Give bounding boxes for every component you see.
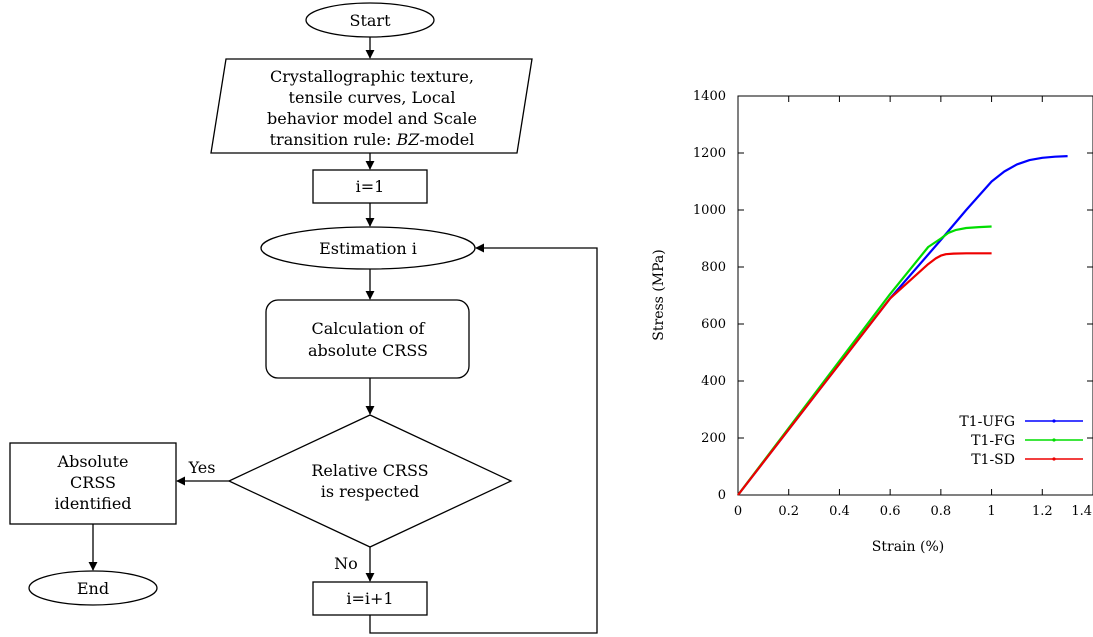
y-tick-label: 1200 (693, 146, 726, 161)
y-tick-label: 1400 (693, 89, 726, 104)
y-tick-label: 800 (701, 260, 726, 275)
input-line-4: transition rule: BZ-model (270, 130, 475, 149)
legend: T1-UFG T1-FG T1-SD (959, 414, 1083, 468)
no-label: No (334, 554, 358, 573)
identified-line-3: identified (54, 494, 131, 513)
calc-line-2: absolute CRSS (308, 341, 428, 360)
decision-node (229, 415, 511, 547)
decision-line-1: Relative CRSS (311, 461, 428, 480)
y-tick-label: 1000 (693, 203, 726, 218)
start-label: Start (349, 11, 391, 30)
identified-line-2: CRSS (70, 473, 116, 492)
x-tick-label: 1.4 (1071, 504, 1092, 519)
legend-marker (1052, 438, 1055, 441)
series-t1-sd-line (738, 253, 992, 495)
x-tick-label: 0.2 (778, 504, 799, 519)
y-tick-label: 600 (701, 317, 726, 332)
legend-marker (1052, 457, 1055, 460)
series-t1-ufg-line (738, 156, 1068, 495)
series-layer (738, 156, 1068, 495)
identified-line-1: Absolute (57, 452, 129, 471)
x-tick-label: 1.2 (1032, 504, 1053, 519)
y-tick-label: 0 (718, 488, 726, 503)
legend-label: T1-FG (971, 433, 1015, 449)
legend-label: T1-UFG (959, 414, 1015, 430)
y-tick-label: 200 (701, 431, 726, 446)
x-tick-label: 0.6 (880, 504, 901, 519)
legend-marker (1052, 419, 1055, 422)
estimation-label: Estimation i (319, 239, 417, 258)
x-tick-label: 0.8 (931, 504, 952, 519)
x-axis-title: Strain (%) (872, 539, 944, 555)
input-line-1: Crystallographic texture, (270, 67, 474, 86)
x-tick-label: 1 (987, 504, 995, 519)
legend-label: T1-SD (971, 452, 1015, 468)
calc-line-1: Calculation of (312, 319, 426, 338)
x-tick-label: 0.4 (829, 504, 850, 519)
decision-line-2: is respected (321, 482, 420, 501)
series-t1-fg-line (738, 227, 992, 496)
stress-strain-chart: 0 0.2 0.4 0.6 0.8 1 1.2 1.4 0 200 400 600 800 1000 12… (651, 89, 1093, 555)
init-label: i=1 (356, 177, 385, 196)
y-tick-label: 400 (701, 374, 726, 389)
y-axis-title: Stress (MPa) (651, 249, 667, 340)
calc-node (266, 300, 469, 378)
x-tick-label: 0 (734, 504, 742, 519)
input-line-3: behavior model and Scale (267, 109, 477, 128)
yes-label: Yes (188, 458, 216, 477)
increment-label: i=i+1 (346, 589, 393, 608)
input-line-2: tensile curves, Local (289, 88, 456, 107)
end-label: End (77, 579, 109, 598)
plot-frame (738, 96, 1093, 495)
